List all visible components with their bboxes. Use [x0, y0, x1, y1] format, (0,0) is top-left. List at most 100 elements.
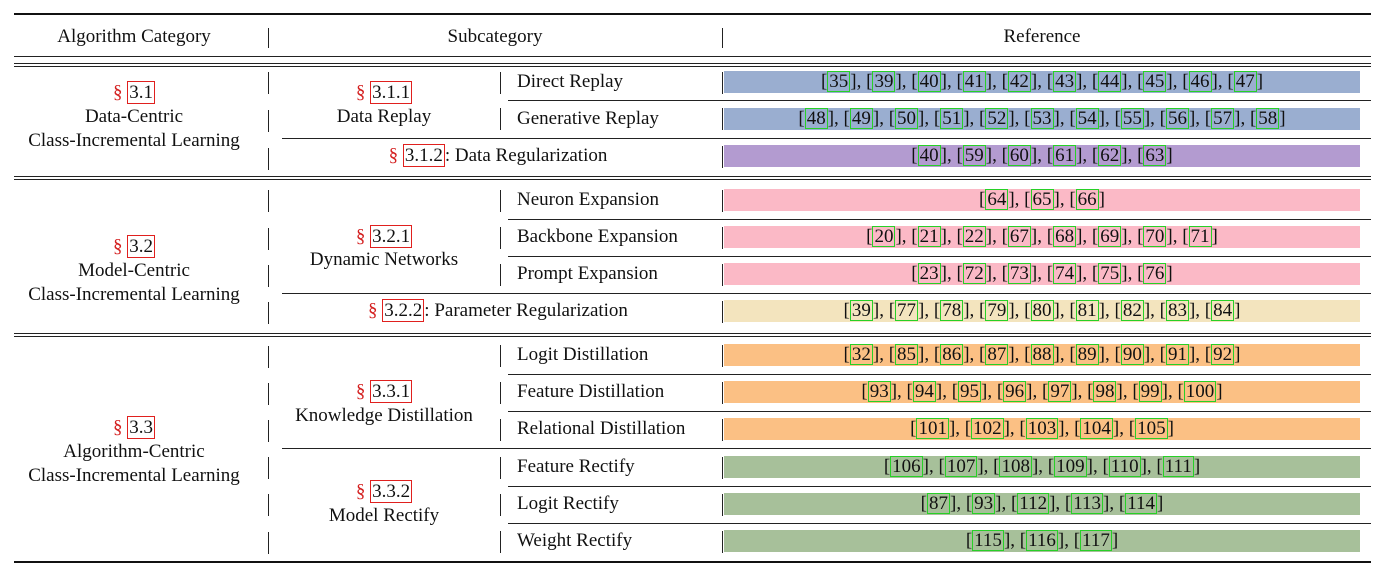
citation-link[interactable]: 106	[890, 456, 923, 477]
citation-link[interactable]: 71	[1188, 226, 1212, 247]
citation-link[interactable]: 45	[1143, 71, 1167, 92]
citation-link[interactable]: 90	[1120, 344, 1144, 365]
citation-link[interactable]: 112	[1017, 493, 1050, 514]
citation-link[interactable]: 69	[1098, 226, 1122, 247]
citation-link[interactable]: 35	[827, 71, 851, 92]
section-link-3-3[interactable]: 3.3	[127, 416, 155, 439]
section-link-3-2-1[interactable]: 3.2.1	[370, 225, 413, 248]
citation-link[interactable]: 55	[1120, 108, 1144, 129]
citation-link[interactable]: 116	[1026, 530, 1058, 551]
citation-link[interactable]: 96	[1003, 381, 1027, 402]
section-link-3-1-1[interactable]: 3.1.1	[370, 81, 413, 104]
section-link-3-3-2[interactable]: 3.3.2	[370, 480, 413, 503]
citation-link[interactable]: 76	[1143, 263, 1167, 284]
citation-link[interactable]: 32	[849, 344, 873, 365]
citation-link[interactable]: 46	[1188, 71, 1212, 92]
citation-link[interactable]: 89	[1075, 344, 1099, 365]
citation-link[interactable]: 62	[1098, 145, 1122, 166]
citation-link[interactable]: 88	[1030, 344, 1054, 365]
citation-link[interactable]: 60	[1007, 145, 1031, 166]
citation-link[interactable]: 47	[1233, 71, 1257, 92]
citation-link[interactable]: 61	[1053, 145, 1077, 166]
citation-link[interactable]: 67	[1007, 226, 1031, 247]
section-link-3-2-2[interactable]: 3.2.2	[382, 299, 425, 322]
citation-link[interactable]: 111	[1162, 456, 1194, 477]
citation-link[interactable]: 49	[849, 108, 873, 129]
citation-link[interactable]: 39	[872, 71, 896, 92]
citation-link[interactable]: 91	[1165, 344, 1189, 365]
citation-link[interactable]: 52	[985, 108, 1009, 129]
citation-link[interactable]: 53	[1030, 108, 1054, 129]
citation-link[interactable]: 56	[1165, 108, 1189, 129]
citation-link[interactable]: 113	[1071, 493, 1104, 514]
citation-link[interactable]: 78	[940, 300, 964, 321]
citation-link[interactable]: 102	[971, 418, 1004, 439]
citation-link[interactable]: 51	[940, 108, 964, 129]
citation-link[interactable]: 65	[1030, 189, 1054, 210]
citation-link[interactable]: 77	[895, 300, 919, 321]
citation-link[interactable]: 74	[1053, 263, 1077, 284]
citation-link[interactable]: 92	[1211, 344, 1235, 365]
citation-link[interactable]: 21	[917, 226, 941, 247]
citation-link[interactable]: 64	[985, 189, 1009, 210]
citation-link[interactable]: 59	[962, 145, 986, 166]
citation-link[interactable]: 94	[912, 381, 936, 402]
citation-link[interactable]: 98	[1093, 381, 1117, 402]
citation-link[interactable]: 100	[1183, 381, 1217, 402]
citation-link[interactable]: 115	[972, 530, 1004, 551]
citation-link[interactable]: 87	[985, 344, 1009, 365]
citation-link[interactable]: 101	[916, 418, 949, 439]
citation-link[interactable]: 87	[926, 493, 950, 514]
citation-link[interactable]: 48	[804, 108, 828, 129]
citation-link[interactable]: 43	[1053, 71, 1077, 92]
citation-link[interactable]: 93	[972, 493, 996, 514]
section-link-3-3-1[interactable]: 3.3.1	[370, 380, 413, 403]
citation-link[interactable]: 70	[1143, 226, 1167, 247]
citation-link[interactable]: 68	[1053, 226, 1077, 247]
citation-link[interactable]: 42	[1007, 71, 1031, 92]
citation-link[interactable]: 99	[1138, 381, 1162, 402]
section-link-3-1[interactable]: 3.1	[127, 81, 155, 104]
citation-link[interactable]: 97	[1048, 381, 1072, 402]
citation-link[interactable]: 110	[1108, 456, 1141, 477]
citation-link[interactable]: 54	[1075, 108, 1099, 129]
citation-link[interactable]: 85	[895, 344, 919, 365]
citation-link[interactable]: 63	[1143, 145, 1167, 166]
citation-link[interactable]: 20	[872, 226, 896, 247]
citation-link[interactable]: 73	[1007, 263, 1031, 284]
citation-link[interactable]: 58	[1256, 108, 1280, 129]
citation-link[interactable]: 81	[1075, 300, 1099, 321]
citation-link[interactable]: 93	[867, 381, 891, 402]
citation-link[interactable]: 103	[1025, 418, 1059, 439]
citation-link[interactable]: 57	[1211, 108, 1235, 129]
citation-link[interactable]: 41	[962, 71, 986, 92]
citation-link[interactable]: 82	[1120, 300, 1144, 321]
citation-link[interactable]: 105	[1135, 418, 1168, 439]
citation-link[interactable]: 40	[917, 145, 941, 166]
citation-link[interactable]: 75	[1098, 263, 1122, 284]
citation-link[interactable]: 39	[849, 300, 873, 321]
row-rule	[282, 293, 1371, 294]
citation-link[interactable]: 104	[1080, 418, 1113, 439]
citation-link[interactable]: 23	[917, 263, 941, 284]
citation-link[interactable]: 107	[944, 456, 978, 477]
citation-link[interactable]: 50	[895, 108, 919, 129]
section-link-3-1-2[interactable]: 3.1.2	[402, 144, 445, 167]
citation-link[interactable]: 95	[958, 381, 982, 402]
citation-link[interactable]: 66	[1075, 189, 1099, 210]
citation-link[interactable]: 72	[962, 263, 986, 284]
citation-link[interactable]: 117	[1080, 530, 1112, 551]
citation-link[interactable]: 109	[1054, 456, 1087, 477]
citation-link[interactable]: 80	[1030, 300, 1054, 321]
citation-link[interactable]: 44	[1098, 71, 1122, 92]
section-link-3-2[interactable]: 3.2	[127, 235, 155, 258]
citation-link[interactable]: 79	[985, 300, 1009, 321]
citation-link[interactable]: 83	[1165, 300, 1189, 321]
citation-link[interactable]: 108	[999, 456, 1032, 477]
citation-link[interactable]: 40	[917, 71, 941, 92]
row-divider	[500, 494, 501, 516]
citation-link[interactable]: 22	[962, 226, 986, 247]
citation-link[interactable]: 86	[940, 344, 964, 365]
citation-link[interactable]: 84	[1211, 300, 1235, 321]
citation-link[interactable]: 114	[1125, 493, 1157, 514]
